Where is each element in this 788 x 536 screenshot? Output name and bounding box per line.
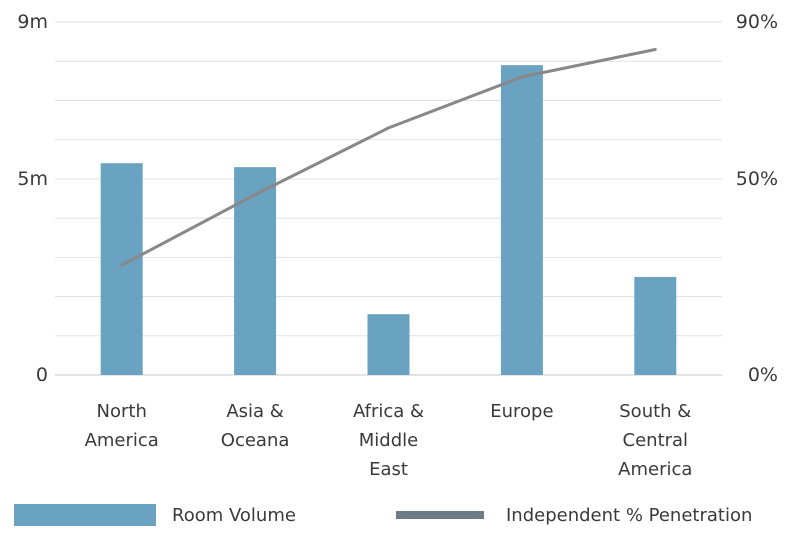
category-label-line: South &: [619, 401, 691, 422]
category-label-line: Asia &: [226, 401, 283, 422]
legend-bar-label: Room Volume: [172, 504, 296, 526]
category-label-line: East: [369, 459, 408, 480]
category-label: Europe: [490, 401, 553, 422]
right-tick-label: 90%: [736, 11, 778, 33]
category-label-line: America: [618, 459, 692, 480]
category-label-line: Middle: [359, 430, 418, 451]
right-axis-ticks: 0% 50% 90%: [736, 11, 778, 386]
category-label-line: Europe: [490, 401, 553, 422]
category-label-line: Central: [623, 430, 689, 451]
right-tick-label: 50%: [736, 168, 778, 190]
category-label: Asia & Oceana: [221, 401, 290, 451]
legend-line-label: Independent % Penetration: [506, 504, 753, 526]
bar: [500, 65, 543, 376]
bar: [100, 163, 143, 375]
category-labels: North America Asia & Oceana Africa & Middle Ea…: [85, 401, 693, 480]
category-label-line: America: [85, 430, 159, 451]
right-tick-label: 0%: [748, 364, 778, 386]
series-line: [120, 48, 657, 267]
legend-line-swatch: [396, 511, 484, 519]
legend-bar-swatch: [14, 504, 156, 526]
bar: [367, 314, 410, 375]
bars: [100, 65, 677, 376]
legend-penetration: Independent % Penetration: [396, 500, 752, 530]
gridlines: [55, 21, 722, 376]
legend-room-volume: Room Volume: [14, 500, 296, 530]
category-label-line: Oceana: [221, 430, 290, 451]
bar: [234, 167, 277, 375]
bar: [634, 276, 677, 375]
category-label-line: Africa &: [353, 401, 424, 422]
penetration-line: [120, 48, 657, 267]
left-axis-ticks: 0 5m 9m: [17, 11, 48, 386]
category-label-line: North: [97, 401, 147, 422]
category-label: Africa & Middle East: [353, 401, 424, 480]
left-tick-label: 5m: [17, 168, 48, 190]
left-tick-label: 9m: [17, 11, 48, 33]
left-tick-label: 0: [36, 364, 48, 386]
category-label: North America: [85, 401, 159, 451]
category-label: South & Central America: [618, 401, 692, 480]
